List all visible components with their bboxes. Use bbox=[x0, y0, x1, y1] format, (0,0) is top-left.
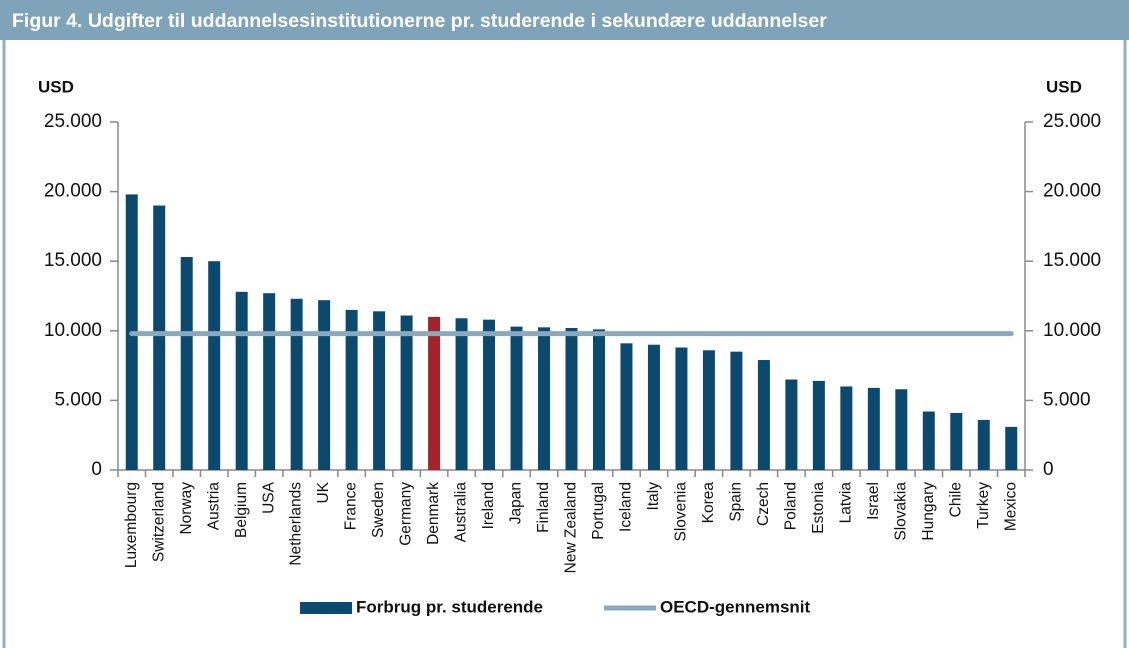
bar bbox=[730, 351, 743, 470]
bar bbox=[455, 318, 468, 470]
x-tick-label: Turkey bbox=[975, 482, 992, 529]
bar bbox=[428, 316, 441, 470]
y-tick-label: 15.000 bbox=[44, 250, 102, 271]
x-tick-label: Chile bbox=[947, 482, 964, 517]
x-tick-label: Hungary bbox=[920, 482, 937, 541]
bar bbox=[208, 261, 221, 470]
bar bbox=[290, 298, 303, 470]
bar bbox=[180, 257, 193, 470]
bar bbox=[867, 387, 880, 470]
bar bbox=[840, 386, 853, 470]
x-tick-label: UK bbox=[315, 481, 332, 503]
x-tick-label: Japan bbox=[508, 482, 525, 524]
title-bar bbox=[0, 0, 1129, 40]
bar bbox=[373, 311, 386, 470]
x-tick-label: Sweden bbox=[370, 482, 387, 538]
y-tick-label: 25.000 bbox=[44, 111, 102, 132]
x-tick-label: Denmark bbox=[425, 482, 442, 545]
legend-swatch bbox=[300, 602, 352, 614]
y-tick-label: 20.000 bbox=[44, 181, 102, 202]
x-tick-label: Belgium bbox=[233, 482, 250, 538]
bar bbox=[757, 360, 770, 470]
legend-label: Forbrug pr. studerende bbox=[356, 597, 543, 616]
x-tick-label: Italy bbox=[645, 482, 662, 511]
bar bbox=[1005, 426, 1018, 470]
bar bbox=[235, 291, 248, 470]
bar bbox=[812, 380, 825, 470]
x-tick-label: Portugal bbox=[590, 482, 607, 540]
x-tick-label: Czech bbox=[755, 482, 772, 526]
x-tick-label: Austria bbox=[205, 482, 222, 531]
legend-label: OECD-gennemsnit bbox=[660, 597, 811, 616]
y2-tick-label: 0 bbox=[1043, 459, 1054, 480]
x-tick-label: Slovenia bbox=[673, 482, 690, 542]
bar bbox=[538, 327, 551, 470]
bar bbox=[318, 300, 331, 470]
x-tick-label: Norway bbox=[178, 482, 195, 535]
y2-tick-label: 10.000 bbox=[1043, 320, 1101, 341]
bar bbox=[592, 329, 605, 470]
x-tick-label: Slovakia bbox=[892, 482, 909, 541]
x-tick-label: Korea bbox=[700, 482, 717, 524]
y-tick-label: 5.000 bbox=[54, 389, 102, 410]
x-tick-label: Latvia bbox=[837, 482, 854, 524]
x-tick-label: Poland bbox=[782, 482, 799, 530]
bar bbox=[345, 309, 358, 470]
bar bbox=[263, 293, 276, 470]
x-tick-label: Switzerland bbox=[150, 482, 167, 562]
y-axis-label: USD bbox=[38, 77, 74, 96]
x-tick-label: Estonia bbox=[810, 482, 827, 534]
x-tick-label: Iceland bbox=[618, 482, 635, 532]
x-tick-label: USA bbox=[260, 481, 277, 514]
x-tick-label: Mexico bbox=[1002, 482, 1019, 531]
x-tick-label: Australia bbox=[453, 482, 470, 543]
x-tick-label: France bbox=[343, 482, 360, 530]
bar bbox=[153, 205, 166, 470]
bar bbox=[895, 389, 908, 470]
bar bbox=[675, 347, 688, 470]
bar bbox=[922, 411, 935, 470]
bar bbox=[647, 344, 660, 470]
bar bbox=[977, 419, 990, 470]
y2-tick-label: 20.000 bbox=[1043, 181, 1101, 202]
bar bbox=[950, 412, 963, 470]
bar bbox=[400, 315, 413, 470]
y2-tick-label: 15.000 bbox=[1043, 250, 1101, 271]
y2-axis-label: USD bbox=[1046, 77, 1082, 96]
bar bbox=[785, 379, 798, 470]
x-tick-label: Israel bbox=[865, 482, 882, 520]
y2-tick-label: 25.000 bbox=[1043, 111, 1101, 132]
x-tick-label: Finland bbox=[535, 482, 552, 533]
bar bbox=[702, 350, 715, 470]
bar bbox=[620, 343, 633, 470]
y2-tick-label: 5.000 bbox=[1043, 389, 1091, 410]
x-tick-label: New Zealand bbox=[563, 482, 580, 573]
x-tick-label: Spain bbox=[728, 482, 745, 522]
x-tick-label: Luxembourg bbox=[123, 482, 140, 568]
y-tick-label: 0 bbox=[91, 459, 102, 480]
bar bbox=[565, 328, 578, 470]
y-tick-label: 10.000 bbox=[44, 320, 102, 341]
bar bbox=[483, 319, 496, 470]
chart-title: Figur 4. Udgifter til uddannelsesinstitu… bbox=[12, 10, 827, 32]
x-tick-label: Ireland bbox=[480, 482, 497, 529]
x-tick-label: Netherlands bbox=[288, 482, 305, 566]
bar bbox=[510, 326, 523, 470]
x-tick-label: Germany bbox=[398, 482, 415, 546]
